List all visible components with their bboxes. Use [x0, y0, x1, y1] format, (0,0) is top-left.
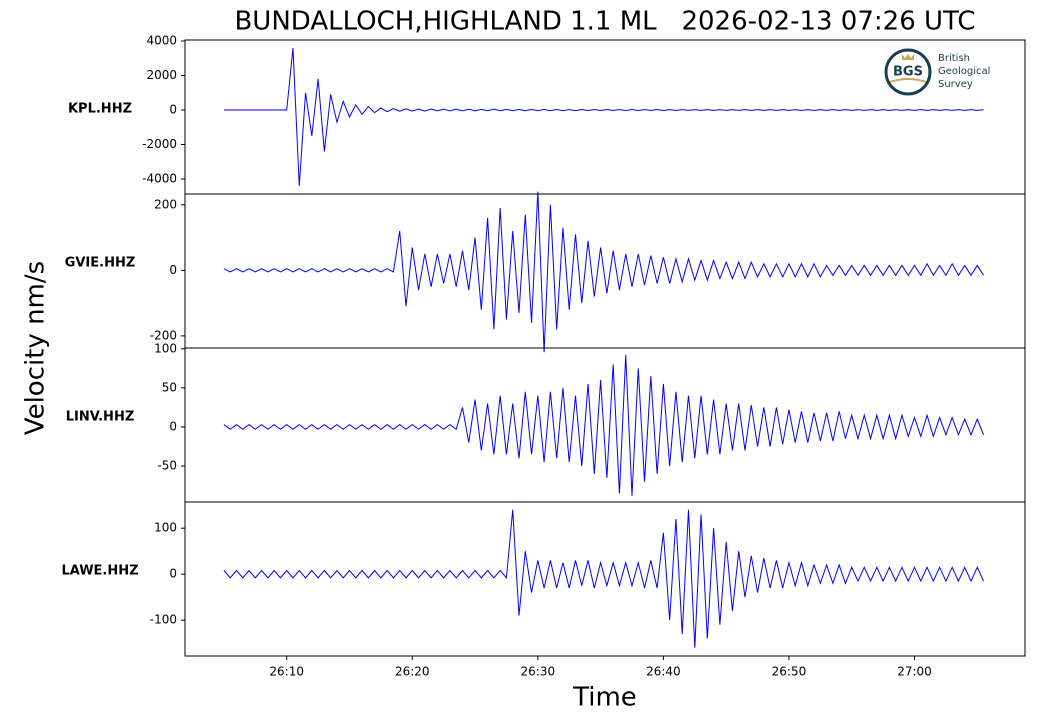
- chart-title: BUNDALLOCH,HIGHLAND 1.1 ML 2026-02-13 07…: [234, 7, 975, 37]
- logo-mark: BGS: [893, 65, 923, 80]
- x-tick-label: 26:20: [395, 665, 430, 679]
- station-label: GVIE.HHZ: [65, 256, 136, 271]
- waveform: [223, 355, 985, 496]
- waveform: [223, 47, 984, 186]
- y-tick-label: -50: [157, 459, 177, 473]
- station-label: LAWE.HHZ: [61, 564, 138, 579]
- x-tick-label: 26:10: [269, 665, 304, 679]
- y-tick-label: 0: [169, 263, 177, 277]
- waveform: [223, 191, 984, 353]
- x-tick-label: 26:30: [521, 665, 556, 679]
- logo-text: Survey: [938, 79, 973, 90]
- station-label: LINV.HHZ: [66, 410, 135, 425]
- y-tick-label: -200: [150, 328, 177, 342]
- y-tick-label: 200: [154, 197, 177, 211]
- logo-wave: [889, 78, 927, 83]
- y-tick-label: 100: [154, 521, 177, 535]
- y-tick-label: 50: [162, 380, 177, 394]
- y-tick-label: -100: [150, 613, 177, 627]
- panel-frame: [184, 501, 1026, 657]
- y-tick-label: -2000: [142, 137, 177, 151]
- y-tick-label: 0: [169, 103, 177, 117]
- x-tick-label: 26:50: [772, 665, 807, 679]
- y-tick-label: 4000: [146, 34, 177, 48]
- y-tick-label: 0: [169, 567, 177, 581]
- station-label: KPL.HHZ: [68, 102, 132, 117]
- y-tick-label: 2000: [146, 68, 177, 82]
- x-tick-label: 27:00: [897, 665, 932, 679]
- x-tick-label: 26:40: [646, 665, 681, 679]
- x-axis-label: Time: [572, 683, 637, 713]
- panel-frame: [184, 193, 1026, 349]
- y-tick-label: 0: [169, 419, 177, 433]
- y-tick-label: -4000: [142, 171, 177, 185]
- y-axis-label: Velocity nm/s: [21, 261, 51, 435]
- y-tick-label: 100: [154, 341, 177, 355]
- logo-ring: [884, 48, 932, 96]
- logo-text: British: [938, 53, 970, 64]
- logo-crown: [902, 54, 914, 60]
- waveform: [223, 509, 985, 648]
- logo: BGS British Geological Survey: [884, 48, 990, 96]
- logo-text: Geological: [938, 66, 990, 77]
